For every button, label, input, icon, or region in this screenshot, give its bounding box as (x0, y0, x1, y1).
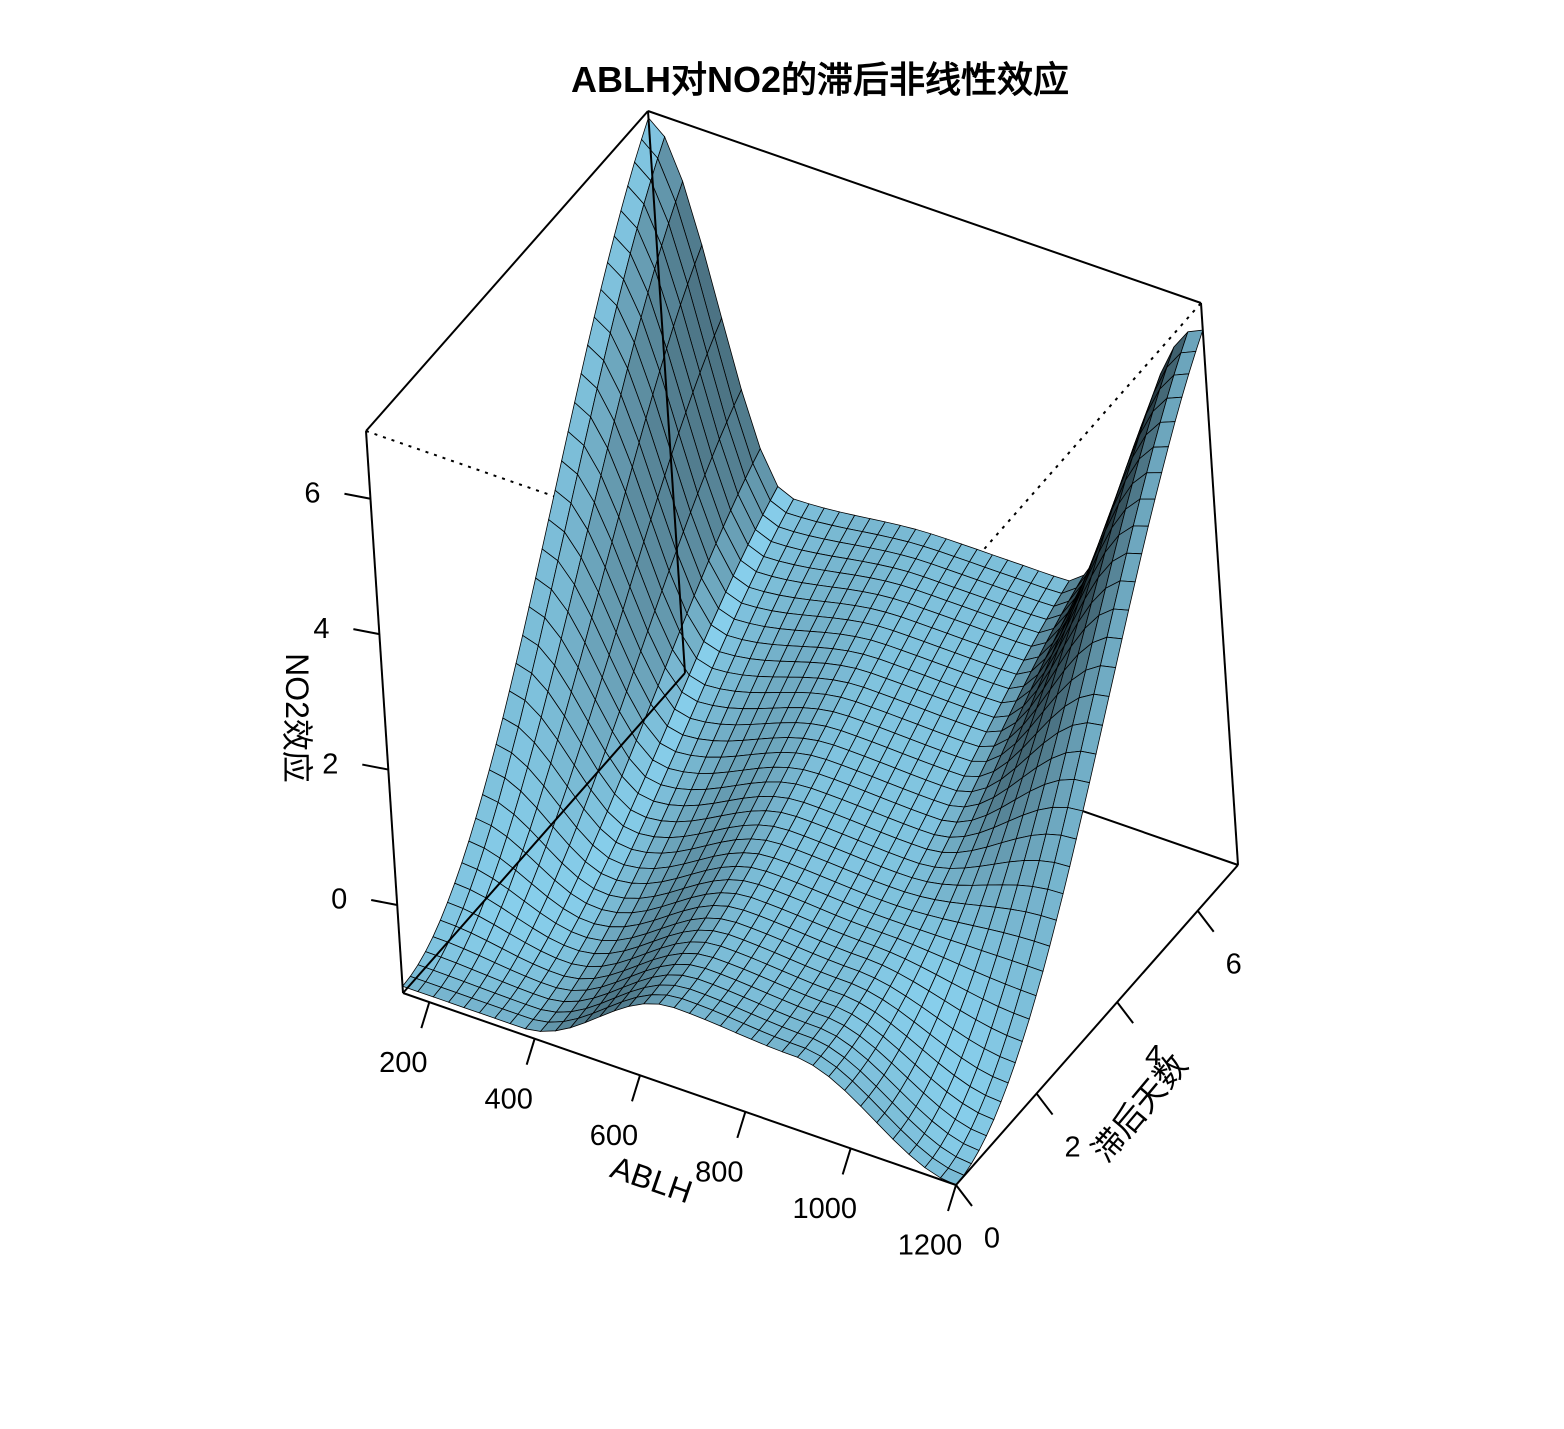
box-edge (955, 864, 1239, 1186)
z-tick (371, 898, 398, 906)
y-tick-label: 2 (1065, 1131, 1081, 1163)
x-tick (631, 1074, 641, 1102)
y-tick-label: 6 (1226, 948, 1242, 980)
y-tick (1116, 1001, 1134, 1024)
z-tick-label: 4 (313, 613, 329, 645)
x-tick-label: 400 (485, 1083, 533, 1115)
box-edge (402, 672, 686, 994)
box-edge (1200, 302, 1239, 866)
box-edge (365, 110, 649, 432)
box-edge (365, 430, 404, 994)
x-tick (947, 1184, 957, 1212)
y-tick (1196, 910, 1215, 933)
x-tick (525, 1038, 536, 1066)
box-edge (647, 110, 1202, 304)
y-tick (1035, 1092, 1054, 1116)
x-axis-title: ABLH (606, 1149, 697, 1210)
x-tick (841, 1148, 852, 1175)
x-tick-label: 1000 (792, 1193, 857, 1225)
box-edge (647, 110, 686, 674)
y-tick-label: 0 (984, 1223, 1000, 1255)
box-front-edges (365, 110, 1239, 1186)
z-tick-label: 6 (304, 477, 320, 509)
z-tick-label: 0 (331, 884, 347, 916)
y-tick-label: 4 (1145, 1040, 1161, 1072)
z-tick (362, 763, 389, 771)
z-tick (353, 628, 380, 636)
chart-title: ABLH对NO2的滞后非线性效应 (571, 59, 1069, 100)
y-axis-title: 滞后天数 (1085, 1047, 1195, 1168)
x-tick (420, 1001, 431, 1029)
x-tick-label: 200 (379, 1047, 427, 1079)
y-tick (955, 1184, 973, 1207)
x-tick-label: 800 (695, 1157, 743, 1189)
axes: 200 400 600 800 1000 1200 0 2 4 6 0 2 4 6 (304, 477, 1241, 1261)
x-tick-label: 600 (590, 1120, 638, 1152)
surface-mesh (401, 116, 1204, 1186)
z-axis-title: NO2效应 (279, 653, 315, 783)
x-tick (736, 1111, 747, 1139)
z-tick (344, 492, 371, 500)
x-tick-label: 1200 (898, 1230, 963, 1262)
box-edge (402, 992, 957, 1186)
z-tick-label: 2 (322, 748, 338, 780)
